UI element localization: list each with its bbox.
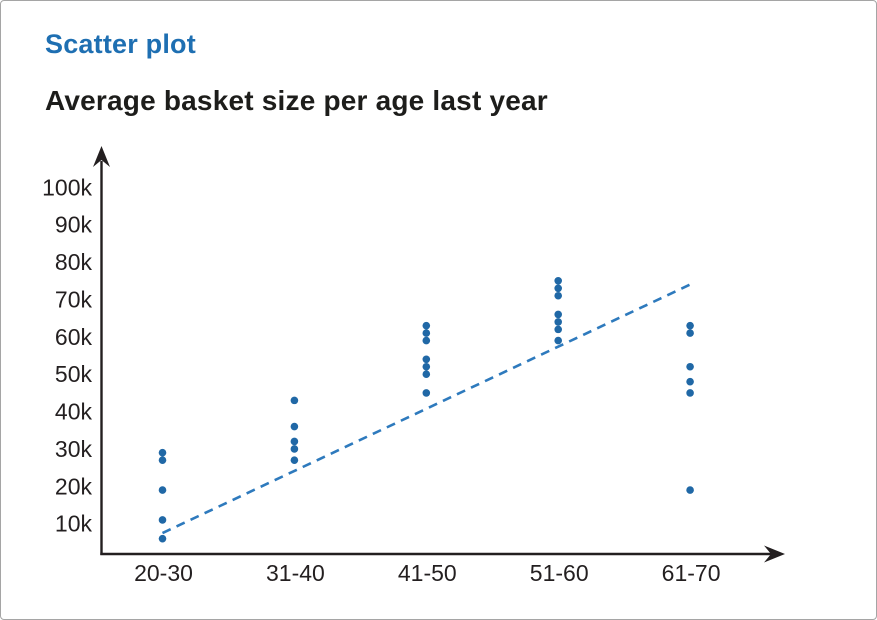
data-point: [422, 329, 431, 337]
y-tick-label: 40k: [55, 399, 93, 425]
y-tick-label: 90k: [55, 212, 93, 238]
data-point: [554, 318, 562, 326]
data-point: [554, 310, 562, 319]
data-point: [158, 456, 167, 464]
data-point: [686, 329, 694, 337]
data-point: [422, 370, 431, 379]
x-axis-arrowhead-icon: [764, 545, 785, 563]
y-tick-label: 60k: [55, 324, 93, 350]
data-point: [554, 325, 562, 334]
chart-title: Scatter plot: [45, 29, 196, 59]
data-point: [686, 321, 694, 330]
data-point: [158, 486, 167, 494]
trend-line: [161, 283, 691, 535]
chart-subtitle: Average basket size per age last year: [45, 85, 548, 116]
y-tick-label: 20k: [55, 473, 93, 499]
data-point: [158, 448, 167, 457]
x-axis-label: 31-40: [266, 560, 325, 586]
data-point: [290, 445, 299, 453]
x-axis-label: 61-70: [662, 560, 721, 586]
y-tick-label: 70k: [55, 286, 93, 312]
data-point: [686, 362, 694, 371]
data-point: [290, 396, 299, 405]
x-axis-label: 51-60: [530, 560, 589, 586]
y-axis-arrowhead-icon: [93, 146, 110, 167]
data-point: [686, 377, 694, 386]
data-point: [422, 321, 431, 330]
y-tick-label: 30k: [55, 436, 93, 462]
y-tick-label: 50k: [55, 361, 93, 387]
data-point: [554, 336, 562, 345]
data-point: [158, 516, 167, 524]
data-point: [422, 389, 431, 397]
data-point: [422, 362, 431, 371]
data-point: [554, 291, 562, 300]
y-tick-label: 10k: [55, 511, 93, 537]
data-point: [422, 355, 431, 364]
y-tick-label: 80k: [55, 249, 93, 275]
data-point: [290, 437, 299, 446]
x-axis-label: 41-50: [398, 560, 457, 586]
y-tick-label: 100k: [42, 174, 92, 200]
data-point: [686, 389, 694, 397]
data-point: [686, 486, 694, 494]
data-point: [422, 336, 431, 345]
data-point: [290, 422, 299, 431]
x-axis-label: 20-30: [134, 560, 193, 586]
data-point: [554, 284, 562, 293]
data-point: [554, 276, 562, 285]
data-point: [158, 534, 167, 543]
data-point: [290, 456, 299, 464]
